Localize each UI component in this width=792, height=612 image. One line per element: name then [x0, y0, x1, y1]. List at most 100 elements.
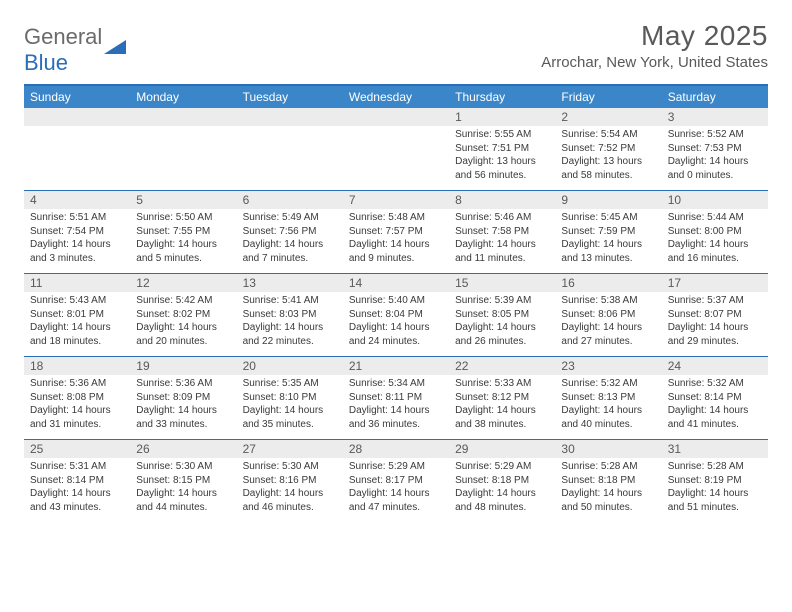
day-cell: Sunrise: 5:28 AMSunset: 8:19 PMDaylight:… — [662, 458, 768, 522]
daylight-text: Daylight: 14 hours and 24 minutes. — [349, 321, 443, 348]
sunrise-text: Sunrise: 5:39 AM — [455, 294, 549, 308]
sunset-text: Sunset: 7:54 PM — [30, 225, 124, 239]
daylight-text: Daylight: 14 hours and 43 minutes. — [30, 487, 124, 514]
day-cell: Sunrise: 5:30 AMSunset: 8:16 PMDaylight:… — [237, 458, 343, 522]
daylight-text: Daylight: 14 hours and 13 minutes. — [561, 238, 655, 265]
brand-triangle-icon — [104, 38, 128, 63]
daylight-text: Daylight: 14 hours and 41 minutes. — [668, 404, 762, 431]
day-number: 28 — [343, 440, 449, 458]
sunset-text: Sunset: 8:15 PM — [136, 474, 230, 488]
daylight-text: Daylight: 14 hours and 31 minutes. — [30, 404, 124, 431]
sunset-text: Sunset: 7:56 PM — [243, 225, 337, 239]
day-number: 10 — [662, 191, 768, 209]
weeks-container: 12 3 Sunrise: 5:55 AMSunset: 7:51 PMDaylig… — [24, 108, 768, 522]
sunset-text: Sunset: 8:08 PM — [30, 391, 124, 405]
sunrise-text: Sunrise: 5:34 AM — [349, 377, 443, 391]
day-cell — [343, 126, 449, 190]
day-cell: Sunrise: 5:41 AMSunset: 8:03 PMDaylight:… — [237, 292, 343, 356]
day-number: 31 — [662, 440, 768, 458]
sunrise-text: Sunrise: 5:48 AM — [349, 211, 443, 225]
day-cell: Sunrise: 5:31 AMSunset: 8:14 PMDaylight:… — [24, 458, 130, 522]
day-number: 18 — [24, 357, 130, 375]
day-number: 17 — [662, 274, 768, 292]
content-row: Sunrise: 5:55 AMSunset: 7:51 PMDaylight:… — [24, 126, 768, 190]
sunset-text: Sunset: 8:06 PM — [561, 308, 655, 322]
daylight-text: Daylight: 14 hours and 5 minutes. — [136, 238, 230, 265]
day-number: 9 — [555, 191, 661, 209]
week-row: 11121314151617Sunrise: 5:43 AMSunset: 8:… — [24, 273, 768, 356]
day-cell: Sunrise: 5:30 AMSunset: 8:15 PMDaylight:… — [130, 458, 236, 522]
weekday-label: Friday — [555, 86, 661, 108]
daylight-text: Daylight: 14 hours and 38 minutes. — [455, 404, 549, 431]
day-number: 12 — [130, 274, 236, 292]
day-cell: Sunrise: 5:51 AMSunset: 7:54 PMDaylight:… — [24, 209, 130, 273]
brand-logo: General Blue — [24, 20, 128, 76]
day-cell — [24, 126, 130, 190]
daylight-text: Daylight: 14 hours and 20 minutes. — [136, 321, 230, 348]
sunrise-text: Sunrise: 5:37 AM — [668, 294, 762, 308]
day-number: 16 — [555, 274, 661, 292]
daylight-text: Daylight: 14 hours and 7 minutes. — [243, 238, 337, 265]
sunset-text: Sunset: 8:17 PM — [349, 474, 443, 488]
day-number: 5 — [130, 191, 236, 209]
day-number: 19 — [130, 357, 236, 375]
day-number: 25 — [24, 440, 130, 458]
sunrise-text: Sunrise: 5:36 AM — [136, 377, 230, 391]
sunrise-text: Sunrise: 5:28 AM — [561, 460, 655, 474]
sunset-text: Sunset: 8:03 PM — [243, 308, 337, 322]
day-number — [24, 108, 130, 126]
sunrise-text: Sunrise: 5:45 AM — [561, 211, 655, 225]
daynum-row: 25262728293031 — [24, 440, 768, 458]
day-cell: Sunrise: 5:36 AMSunset: 8:08 PMDaylight:… — [24, 375, 130, 439]
day-number: 14 — [343, 274, 449, 292]
location-text: Arrochar, New York, United States — [541, 54, 768, 71]
sunset-text: Sunset: 8:13 PM — [561, 391, 655, 405]
sunset-text: Sunset: 8:18 PM — [561, 474, 655, 488]
day-number — [237, 108, 343, 126]
daylight-text: Daylight: 14 hours and 50 minutes. — [561, 487, 655, 514]
sunrise-text: Sunrise: 5:36 AM — [30, 377, 124, 391]
sunrise-text: Sunrise: 5:29 AM — [349, 460, 443, 474]
sunset-text: Sunset: 8:00 PM — [668, 225, 762, 239]
daylight-text: Daylight: 14 hours and 47 minutes. — [349, 487, 443, 514]
day-cell: Sunrise: 5:28 AMSunset: 8:18 PMDaylight:… — [555, 458, 661, 522]
sunset-text: Sunset: 7:59 PM — [561, 225, 655, 239]
sunrise-text: Sunrise: 5:30 AM — [243, 460, 337, 474]
day-number: 1 — [449, 108, 555, 126]
brand-text: General Blue — [24, 24, 102, 76]
sunrise-text: Sunrise: 5:28 AM — [668, 460, 762, 474]
daylight-text: Daylight: 14 hours and 35 minutes. — [243, 404, 337, 431]
sunrise-text: Sunrise: 5:32 AM — [668, 377, 762, 391]
day-cell: Sunrise: 5:35 AMSunset: 8:10 PMDaylight:… — [237, 375, 343, 439]
week-row: 18192021222324Sunrise: 5:36 AMSunset: 8:… — [24, 356, 768, 439]
sunset-text: Sunset: 7:58 PM — [455, 225, 549, 239]
brand-part1: General — [24, 24, 102, 49]
day-cell: Sunrise: 5:55 AMSunset: 7:51 PMDaylight:… — [449, 126, 555, 190]
day-number: 3 — [662, 108, 768, 126]
day-cell: Sunrise: 5:50 AMSunset: 7:55 PMDaylight:… — [130, 209, 236, 273]
day-cell: Sunrise: 5:54 AMSunset: 7:52 PMDaylight:… — [555, 126, 661, 190]
sunrise-text: Sunrise: 5:54 AM — [561, 128, 655, 142]
sunset-text: Sunset: 8:07 PM — [668, 308, 762, 322]
sunrise-text: Sunrise: 5:55 AM — [455, 128, 549, 142]
daylight-text: Daylight: 13 hours and 58 minutes. — [561, 155, 655, 182]
daylight-text: Daylight: 14 hours and 36 minutes. — [349, 404, 443, 431]
week-row: 123Sunrise: 5:55 AMSunset: 7:51 PMDaylig… — [24, 108, 768, 190]
daylight-text: Daylight: 14 hours and 33 minutes. — [136, 404, 230, 431]
sunset-text: Sunset: 8:14 PM — [30, 474, 124, 488]
sunrise-text: Sunrise: 5:30 AM — [136, 460, 230, 474]
day-number: 24 — [662, 357, 768, 375]
day-number: 20 — [237, 357, 343, 375]
sunset-text: Sunset: 8:04 PM — [349, 308, 443, 322]
day-number — [343, 108, 449, 126]
daylight-text: Daylight: 14 hours and 27 minutes. — [561, 321, 655, 348]
daylight-text: Daylight: 14 hours and 48 minutes. — [455, 487, 549, 514]
daylight-text: Daylight: 14 hours and 46 minutes. — [243, 487, 337, 514]
daylight-text: Daylight: 14 hours and 9 minutes. — [349, 238, 443, 265]
day-cell: Sunrise: 5:32 AMSunset: 8:14 PMDaylight:… — [662, 375, 768, 439]
daylight-text: Daylight: 14 hours and 0 minutes. — [668, 155, 762, 182]
sunset-text: Sunset: 8:14 PM — [668, 391, 762, 405]
day-cell: Sunrise: 5:33 AMSunset: 8:12 PMDaylight:… — [449, 375, 555, 439]
daylight-text: Daylight: 13 hours and 56 minutes. — [455, 155, 549, 182]
day-cell — [130, 126, 236, 190]
